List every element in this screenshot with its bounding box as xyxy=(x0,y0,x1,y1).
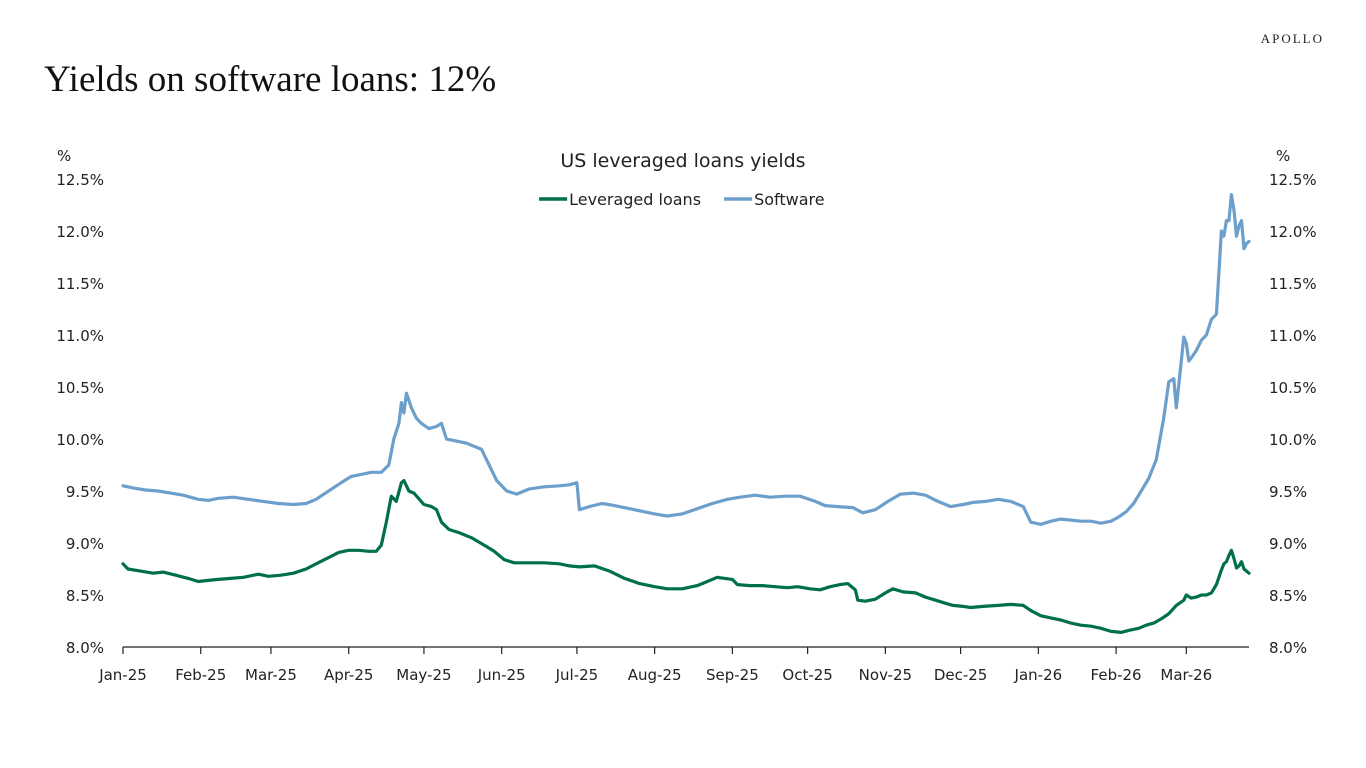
x-tick-label: Sep-25 xyxy=(706,666,759,684)
y-tick-label-left: 9.5% xyxy=(66,483,104,501)
x-tick-label: May-25 xyxy=(396,666,451,684)
y-tick-label-right: 9.5% xyxy=(1269,483,1307,501)
y-tick-label-right: 11.5% xyxy=(1269,275,1317,293)
page-title: Yields on software loans: 12% xyxy=(44,59,497,100)
x-tick-label: Feb-25 xyxy=(175,666,226,684)
x-tick-label: Feb-26 xyxy=(1091,666,1142,684)
x-tick-label: Aug-25 xyxy=(628,666,682,684)
x-tick-label: Mar-25 xyxy=(245,666,297,684)
y-tick-label-right: 10.5% xyxy=(1269,379,1317,397)
left-axis-unit: % xyxy=(57,147,71,165)
series-group xyxy=(121,193,1251,635)
y-tick-label-right: 8.5% xyxy=(1269,587,1307,605)
series-line-software xyxy=(121,193,1251,526)
y-tick-label-right: 10.0% xyxy=(1269,431,1317,449)
y-tick-label-left: 8.5% xyxy=(66,587,104,605)
y-tick-label-left: 11.0% xyxy=(56,327,104,345)
x-tick-label: Jun-25 xyxy=(477,666,526,684)
x-tick-label: Mar-26 xyxy=(1160,666,1212,684)
chart-title: US leveraged loans yields xyxy=(560,150,805,172)
x-tick-label: Oct-25 xyxy=(782,666,832,684)
y-tick-label-right: 12.5% xyxy=(1269,171,1317,189)
y-tick-label-right: 9.0% xyxy=(1269,535,1307,553)
x-tick-label: Apr-25 xyxy=(324,666,374,684)
y-tick-label-right: 12.0% xyxy=(1269,223,1317,241)
legend: Leveraged loans Software xyxy=(539,190,825,209)
legend-label: Leveraged loans xyxy=(569,190,701,209)
y-tick-label-left: 9.0% xyxy=(66,535,104,553)
y-tick-label-left: 10.0% xyxy=(56,431,104,449)
x-tick-label: Dec-25 xyxy=(934,666,988,684)
right-y-axis: 8.0% 8.5% 9.0% 9.5% 10.0% 10.5% 11.0% 11.5% 12.0… xyxy=(1269,171,1317,657)
x-tick-label: Jul-25 xyxy=(555,666,599,684)
x-tick-label: Jan-25 xyxy=(98,666,147,684)
y-tick-label-left: 8.0% xyxy=(66,639,104,657)
x-tick-label: Nov-25 xyxy=(859,666,912,684)
y-tick-label-left: 11.5% xyxy=(56,275,104,293)
legend-label: Software xyxy=(754,190,825,209)
x-tick-label: Jan-26 xyxy=(1014,666,1063,684)
y-tick-label-right: 8.0% xyxy=(1269,639,1307,657)
x-axis: Jan-25 Feb-25 Mar-25 Apr-25 May-25 Jun-25 Jul-… xyxy=(98,646,1249,684)
series-line-leveraged-loans xyxy=(121,479,1251,635)
left-y-axis: 8.0% 8.5% 9.0% 9.5% 10.0% 10.5% 11.0% 11.5% 12.0… xyxy=(56,171,104,657)
y-tick-label-left: 12.0% xyxy=(56,223,104,241)
y-tick-label-right: 11.0% xyxy=(1269,327,1317,345)
right-axis-unit: % xyxy=(1276,147,1290,165)
brand-logo: APOLLO xyxy=(1260,31,1324,46)
y-tick-label-left: 12.5% xyxy=(56,171,104,189)
y-tick-label-left: 10.5% xyxy=(56,379,104,397)
